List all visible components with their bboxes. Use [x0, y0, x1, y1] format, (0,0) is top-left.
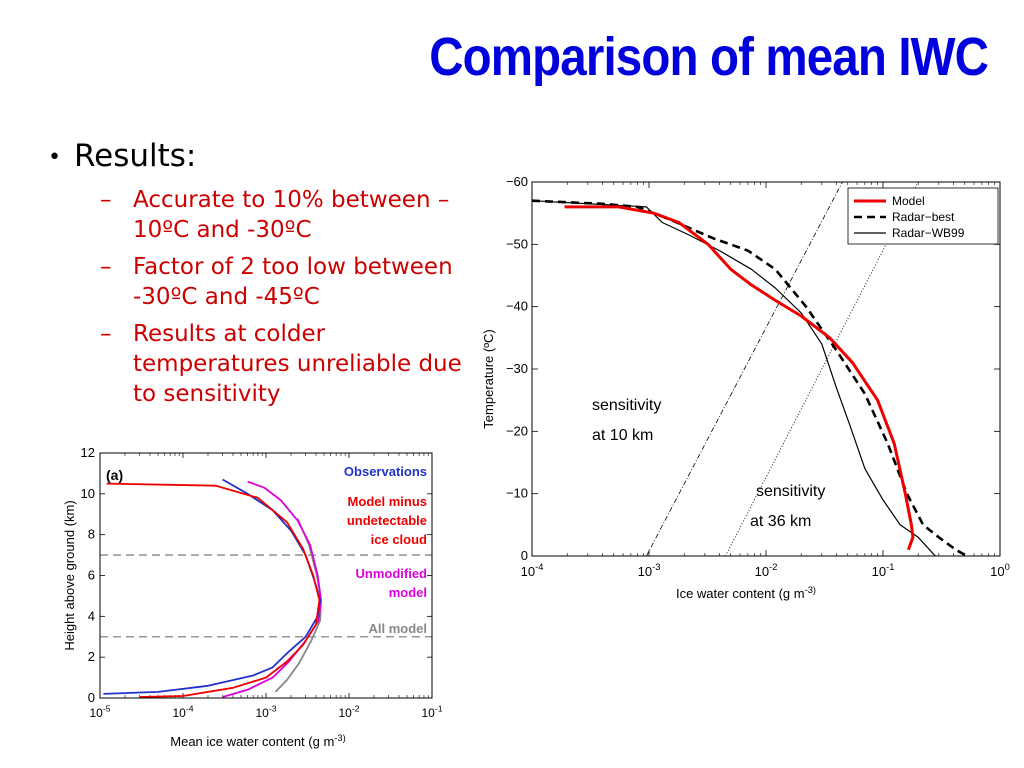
legend-label: Model — [892, 194, 925, 208]
bullet-results: • Results: — [48, 138, 196, 174]
x-tick-label: 10-1 — [421, 704, 442, 720]
legend-label: ice cloud — [371, 532, 427, 547]
series-line-unmodified-model — [222, 480, 322, 698]
legend-label: Model minus — [348, 494, 427, 509]
y-tick-label: 2 — [88, 649, 95, 664]
legend-label: Unmodified — [356, 566, 428, 581]
x-axis-label: Mean ice water content (g m-3) — [170, 733, 345, 749]
sub-bullet: – Accurate to 10% between –10ºC and -30ºC — [100, 185, 480, 245]
x-tick-label: 10-4 — [521, 562, 544, 579]
series-line-model-minus-undetectable-ice-cloud — [106, 482, 321, 698]
y-tick-label: 6 — [88, 568, 95, 583]
y-axis-label: Temperature (ºC) — [481, 329, 496, 428]
dash-marker: – — [100, 187, 112, 213]
series-line-model — [564, 205, 915, 551]
x-tick-label: 10-3 — [255, 704, 276, 720]
plot-frame — [531, 181, 1001, 557]
slide-title: Comparison of mean IWC — [429, 27, 989, 87]
y-axis-label: Height above ground (km) — [62, 500, 77, 650]
series-line-radar-wb99 — [532, 200, 936, 556]
legend-label: Observations — [344, 464, 427, 479]
y-tick-label: −60 — [506, 174, 528, 189]
y-tick-label: 10 — [81, 486, 95, 501]
dash-marker: – — [100, 321, 112, 347]
series-line-sensitivity-at-10-km — [646, 182, 843, 556]
y-tick-label: −40 — [506, 299, 528, 314]
y-tick-label: 8 — [88, 527, 95, 542]
bullet-results-text: Results: — [74, 138, 197, 174]
legend-label: Radar−best — [892, 210, 955, 224]
annotation-line: at 36 km — [750, 513, 811, 530]
height-iwc-chart: 10-5 10-4 10-3 10-2 10-1 0 2 4 6 8 10 12 (a) Observat… — [62, 445, 443, 749]
x-tick-label: 10-2 — [338, 704, 359, 720]
dash-marker: – — [100, 254, 112, 280]
plot-frame — [99, 452, 433, 699]
legend-label: All model — [368, 621, 427, 636]
sub-bullet: – Results at colder temperatures unreliab… — [100, 319, 480, 409]
annotation-line: at 10 km — [592, 427, 653, 444]
sub-bullet-text: Factor of 2 too low between -30ºC and -4… — [133, 254, 453, 310]
annotation-line: sensitivity — [592, 397, 661, 414]
annotation-line: sensitivity — [756, 483, 825, 500]
x-tick-label: 10-2 — [755, 562, 778, 579]
x-tick-label: 10-4 — [172, 704, 193, 720]
series-line-radar-best — [532, 199, 968, 556]
y-tick-label: −10 — [506, 486, 528, 501]
sub-bullet-text: Accurate to 10% between –10ºC and -30ºC — [133, 187, 450, 243]
y-tick-label: −30 — [506, 361, 528, 376]
x-tick-label: 100 — [990, 562, 1010, 579]
y-tick-label: 12 — [81, 445, 95, 460]
panel-label: (a) — [106, 467, 123, 483]
legend-label: Radar−WB99 — [892, 226, 965, 240]
legend-label: undetectable — [347, 513, 427, 528]
y-tick-label: −50 — [506, 236, 528, 251]
legend-label: model — [389, 585, 427, 600]
series-line-sensitivity-at-36-km — [725, 182, 919, 556]
y-tick-label: 0 — [521, 548, 528, 563]
temperature-iwc-chart: 10-4 10-3 10-2 10-1 100 0 −10 −20 −30 −40 −50 −60 Mo… — [481, 174, 1010, 601]
y-tick-label: 4 — [88, 608, 95, 623]
series-line-all-model — [274, 517, 322, 693]
sub-bullet: – Factor of 2 too low between -30ºC and -… — [100, 252, 480, 312]
sub-bullet-list: – Accurate to 10% between –10ºC and -30ºC… — [100, 185, 480, 416]
bullet-marker: • — [48, 145, 61, 170]
sub-bullet-text: Results at colder temperatures unreliabl… — [133, 321, 462, 407]
y-tick-label: 0 — [88, 690, 95, 705]
x-tick-label: 10-3 — [638, 562, 661, 579]
x-tick-label: 10-5 — [89, 704, 110, 720]
x-tick-label: 10-1 — [872, 562, 895, 579]
y-tick-label: −20 — [506, 423, 528, 438]
x-axis-label: Ice water content (g m-3) — [676, 585, 816, 601]
